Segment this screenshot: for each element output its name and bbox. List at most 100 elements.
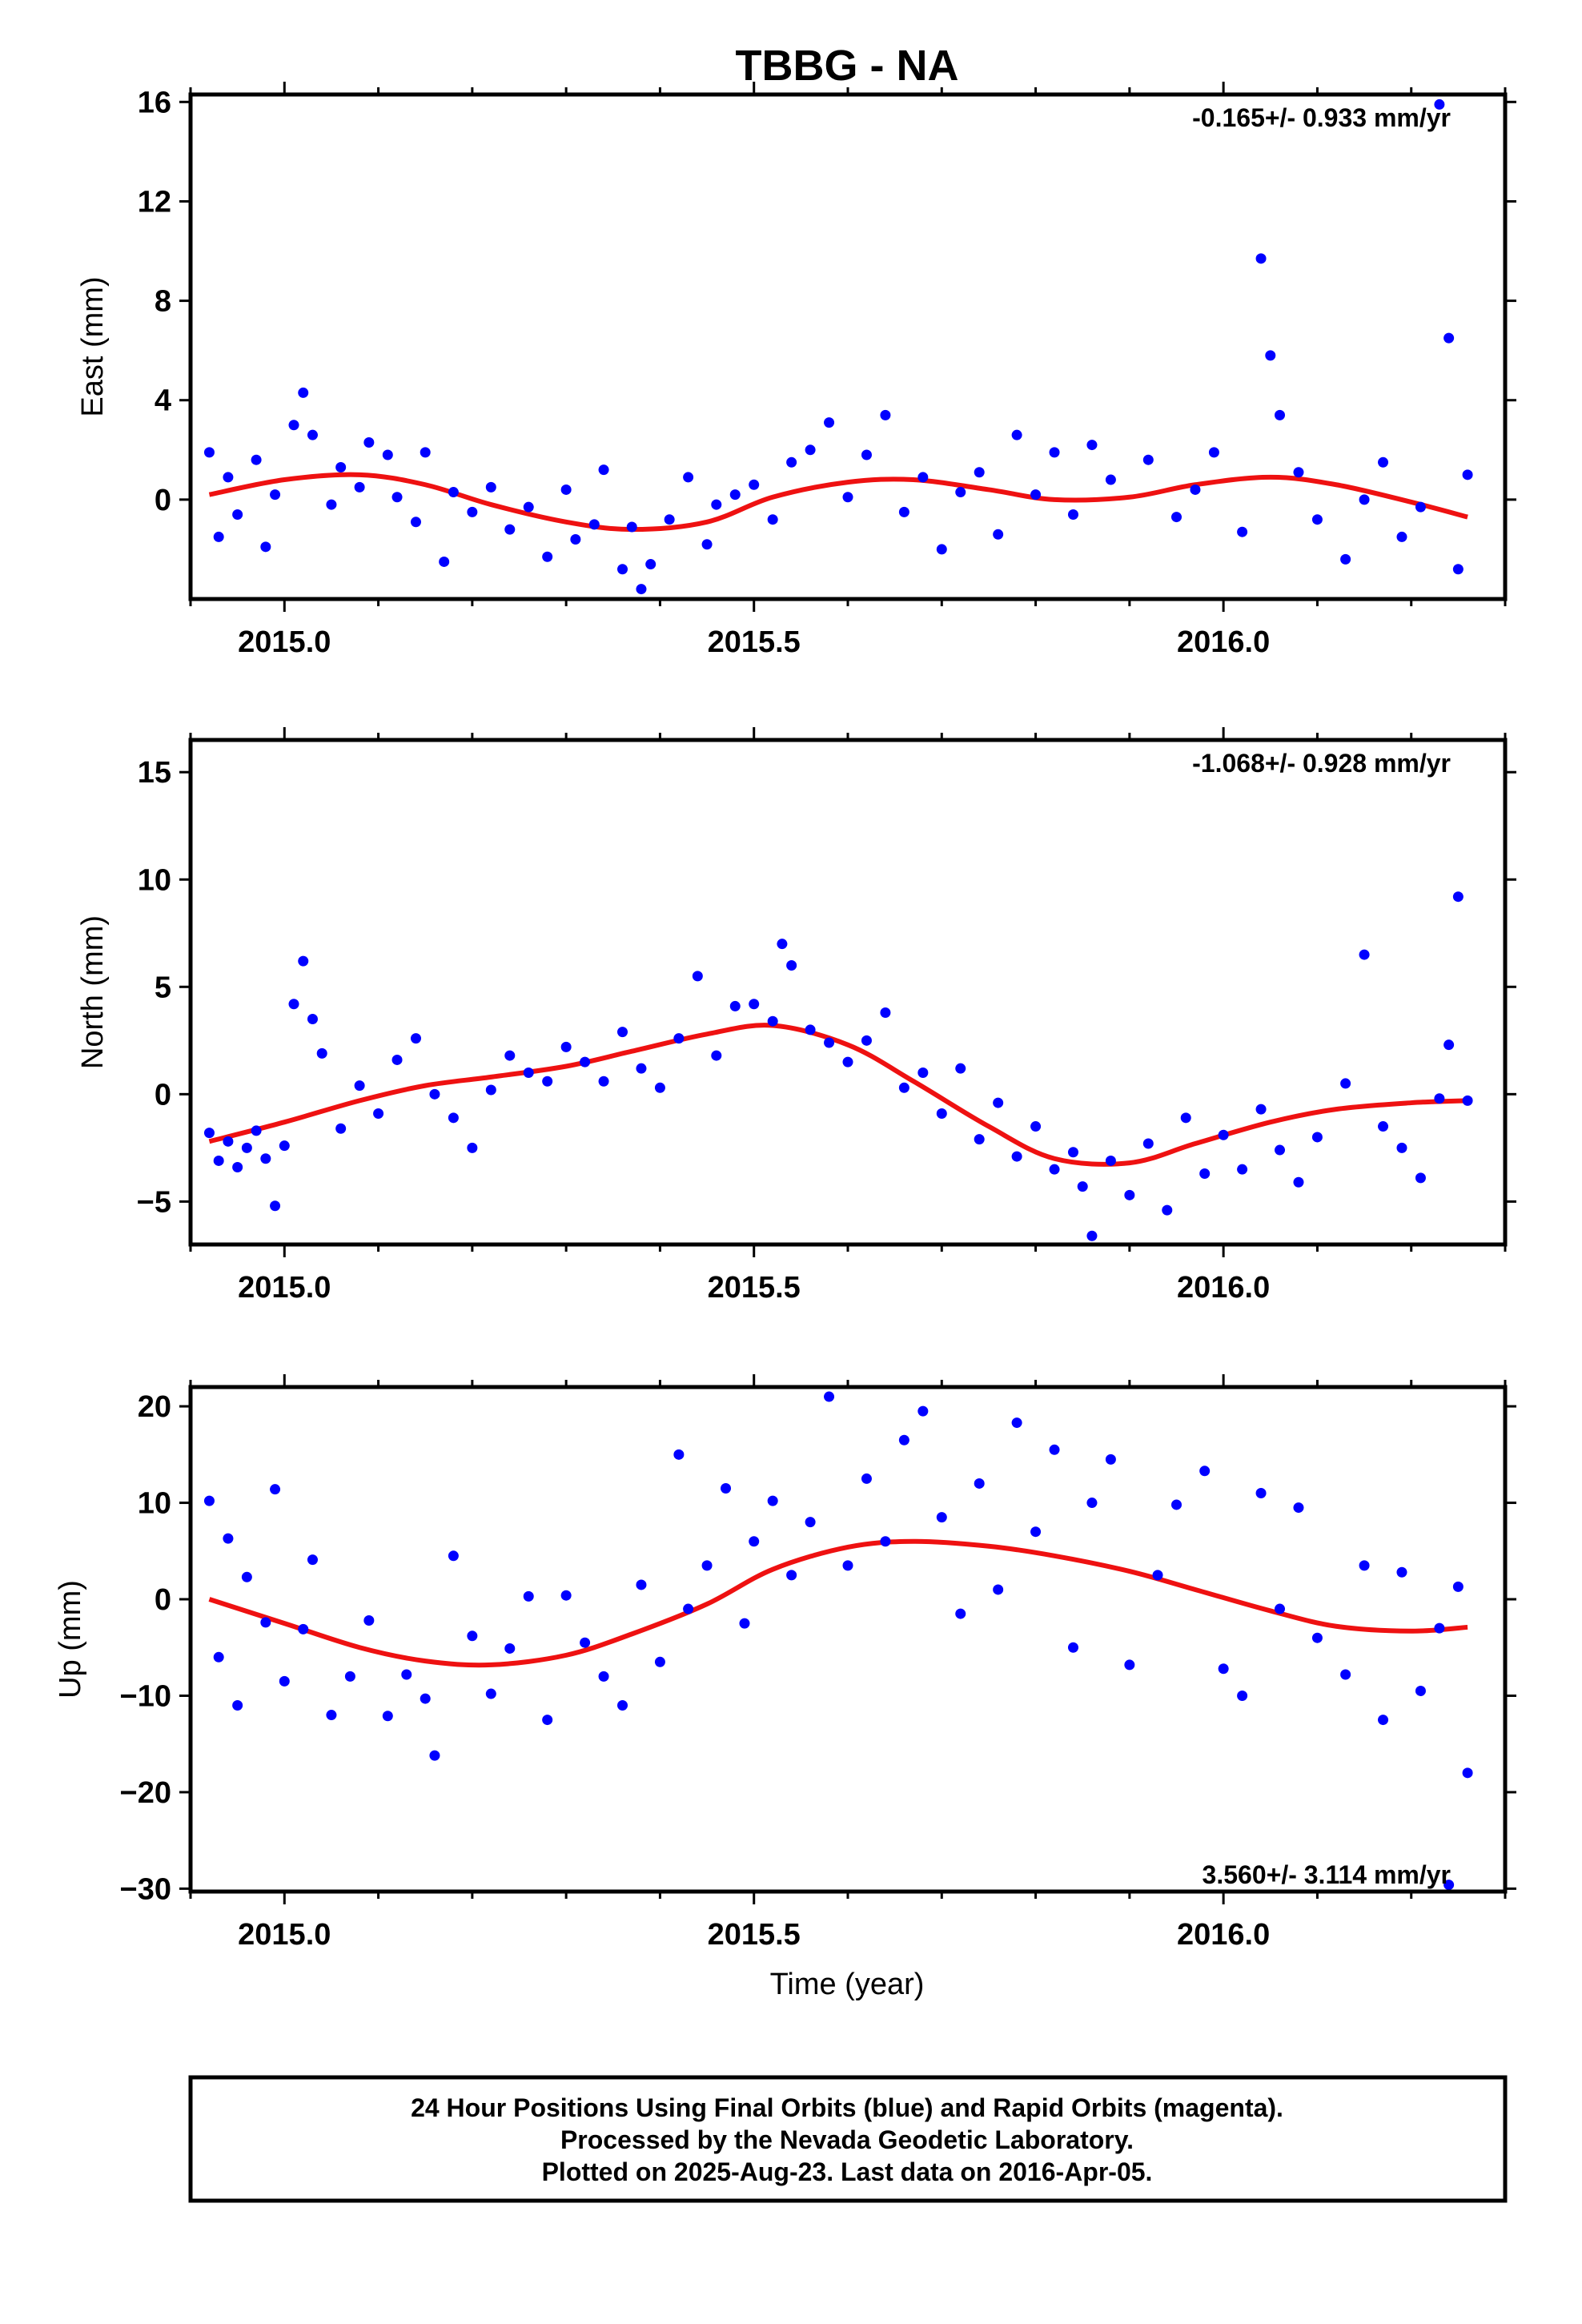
up-plot-frame (188, 1385, 1508, 1894)
data-point (1293, 467, 1304, 478)
data-point (993, 1097, 1004, 1108)
data-point (749, 479, 760, 490)
data-point (288, 420, 299, 431)
data-point (335, 462, 347, 473)
data-point (1396, 1566, 1407, 1578)
data-point (729, 489, 741, 501)
data-point (692, 971, 703, 982)
data-point (617, 564, 628, 575)
data-point (1218, 1129, 1229, 1140)
data-point (805, 1517, 816, 1528)
data-point (1086, 1230, 1098, 1241)
data-point (955, 487, 966, 498)
data-point (1030, 1121, 1042, 1132)
data-point (335, 1123, 347, 1134)
data-point (344, 1671, 355, 1682)
fit-curve (208, 472, 1468, 533)
data-point (1011, 1151, 1022, 1162)
y-tick-label: −30 (120, 1872, 171, 1906)
data-point (580, 1056, 591, 1068)
data-point (1434, 1093, 1445, 1104)
data-point (1218, 1663, 1229, 1675)
y-tick-label: 10 (138, 1487, 171, 1521)
data-point (936, 1108, 947, 1119)
data-point (420, 1693, 431, 1704)
y-tick-label: 12 (138, 185, 171, 219)
data-point (1462, 1095, 1473, 1106)
data-point (974, 1134, 985, 1145)
data-point (391, 1054, 403, 1065)
data-point (1275, 1603, 1286, 1614)
data-point (354, 1080, 365, 1092)
data-point (1067, 1147, 1078, 1158)
data-point (1208, 447, 1219, 458)
data-point (955, 1608, 966, 1619)
data-point (955, 1063, 966, 1074)
data-point (448, 1550, 459, 1562)
data-point (1049, 447, 1060, 458)
data-point (1415, 1685, 1426, 1696)
data-point (1378, 1121, 1389, 1132)
data-point (1011, 1417, 1022, 1429)
data-point (213, 1651, 224, 1663)
x-tick-label: 2015.0 (238, 1271, 331, 1305)
data-point (391, 492, 403, 503)
data-point (203, 447, 215, 458)
data-point (861, 1035, 872, 1046)
north-fit-layer (208, 1023, 1468, 1167)
up-y-axis-label: Up (mm) (54, 1580, 87, 1699)
data-point (711, 1050, 722, 1061)
data-point (307, 429, 318, 440)
data-point (786, 456, 797, 468)
east-y-axis-label: East (mm) (76, 276, 110, 416)
data-point (936, 544, 947, 555)
x-tick-label: 2015.5 (708, 1271, 801, 1305)
y-tick-label: 0 (155, 1078, 171, 1112)
y-tick-label: 15 (138, 756, 171, 790)
x-tick-label: 2015.5 (708, 625, 801, 659)
data-point (974, 1478, 985, 1489)
y-tick-label: 0 (155, 1583, 171, 1617)
data-point (1434, 99, 1445, 110)
x-tick-label: 2016.0 (1177, 625, 1270, 659)
data-point (664, 514, 675, 525)
data-point (1086, 440, 1098, 451)
data-point (626, 521, 637, 533)
data-point (213, 531, 224, 542)
north-rate-label: -1.068+/- 0.928 mm/yr (1192, 749, 1451, 778)
data-point (636, 584, 647, 595)
data-point (251, 1125, 262, 1136)
data-point (861, 1473, 872, 1484)
data-point (382, 1711, 393, 1722)
data-point (898, 1082, 909, 1093)
data-point (767, 1015, 778, 1027)
data-point (363, 436, 375, 448)
data-point (260, 1617, 271, 1628)
data-point (223, 1136, 234, 1147)
data-point (767, 514, 778, 525)
data-point (1180, 1112, 1191, 1124)
footer-note: 24 Hour Positions Using Final Orbits (bl… (188, 2075, 1508, 2203)
y-tick-label: −20 (120, 1776, 171, 1810)
fit-curve (208, 1538, 1468, 1668)
data-point (279, 1140, 290, 1152)
data-point (805, 1024, 816, 1035)
data-point (1105, 1155, 1116, 1166)
data-point (1415, 501, 1426, 513)
data-point (917, 1068, 929, 1079)
data-point (223, 472, 234, 483)
east-rate-label: -0.165+/- 0.933 mm/yr (1192, 103, 1451, 132)
data-point (917, 472, 929, 483)
y-tick-label: 5 (155, 971, 171, 1004)
data-point (1152, 1570, 1163, 1581)
data-point (560, 1590, 572, 1601)
time-axis-label: Time (year) (770, 1968, 925, 2001)
north-points-layer (203, 891, 1473, 1241)
data-point (298, 1623, 309, 1634)
data-point (523, 1590, 534, 1602)
data-point (467, 1630, 478, 1642)
data-point (842, 1056, 853, 1068)
data-point (298, 387, 309, 398)
data-point (824, 417, 835, 428)
data-point (1162, 1204, 1173, 1216)
